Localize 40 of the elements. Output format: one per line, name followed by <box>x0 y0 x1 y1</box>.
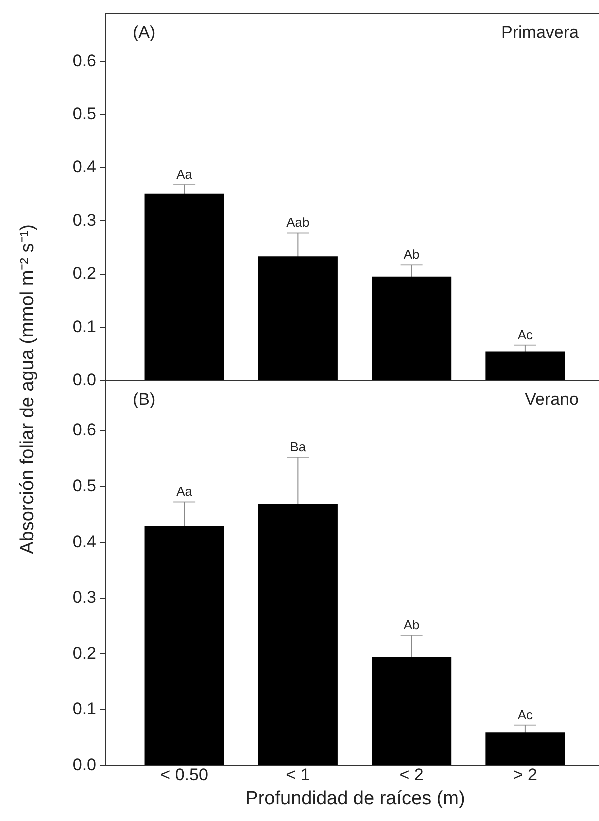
y-tick-label: 0.2 <box>72 264 96 284</box>
y-axis-title: Absorción foliar de agua (mmol m⁻² s⁻¹) <box>18 224 38 554</box>
y-tick-label: 0.3 <box>72 210 96 230</box>
x-tick-label: < 0.50 <box>160 766 208 784</box>
bar <box>144 194 224 380</box>
annotation: (B) <box>133 390 156 409</box>
y-tick-label: 0.0 <box>72 756 96 774</box>
annotation: Aab <box>286 215 310 230</box>
y-tick-label: 0.0 <box>72 370 96 390</box>
bar <box>144 526 224 765</box>
x-tick-label: < 2 <box>400 766 424 784</box>
y-tick-label: 0.6 <box>72 420 96 440</box>
y-tick-label: 0.4 <box>72 158 96 177</box>
bar <box>372 657 452 765</box>
x-axis-title: Profundidad de raíces (m) <box>246 788 466 810</box>
bar <box>258 504 338 765</box>
annotation: Ac <box>518 707 534 722</box>
annotation: (A) <box>133 23 156 42</box>
annotation: Ab <box>404 618 420 633</box>
y-tick-label: 0.1 <box>72 700 96 719</box>
annotation: Aa <box>176 166 194 182</box>
annotation: Ab <box>404 247 420 262</box>
y-tick-label: 0.4 <box>72 532 96 552</box>
y-tick-label: 0.5 <box>72 104 96 124</box>
annotation: Ac <box>518 327 534 342</box>
annotation: Verano <box>525 390 579 409</box>
annotation: Primavera <box>502 23 580 42</box>
bar <box>372 276 452 380</box>
annotation: Aa <box>176 484 194 500</box>
x-tick-label: < 1 <box>286 766 310 784</box>
bar <box>258 256 338 380</box>
y-tick-label: 0.1 <box>72 317 96 336</box>
bar <box>486 732 566 765</box>
x-tick-label: > 2 <box>513 766 538 784</box>
annotation: Ba <box>290 440 307 455</box>
y-tick-label: 0.6 <box>72 51 96 70</box>
bar <box>486 352 566 380</box>
y-tick-label: 0.3 <box>72 588 96 608</box>
y-tick-label: 0.5 <box>72 476 96 496</box>
y-tick-label: 0.2 <box>72 644 96 663</box>
